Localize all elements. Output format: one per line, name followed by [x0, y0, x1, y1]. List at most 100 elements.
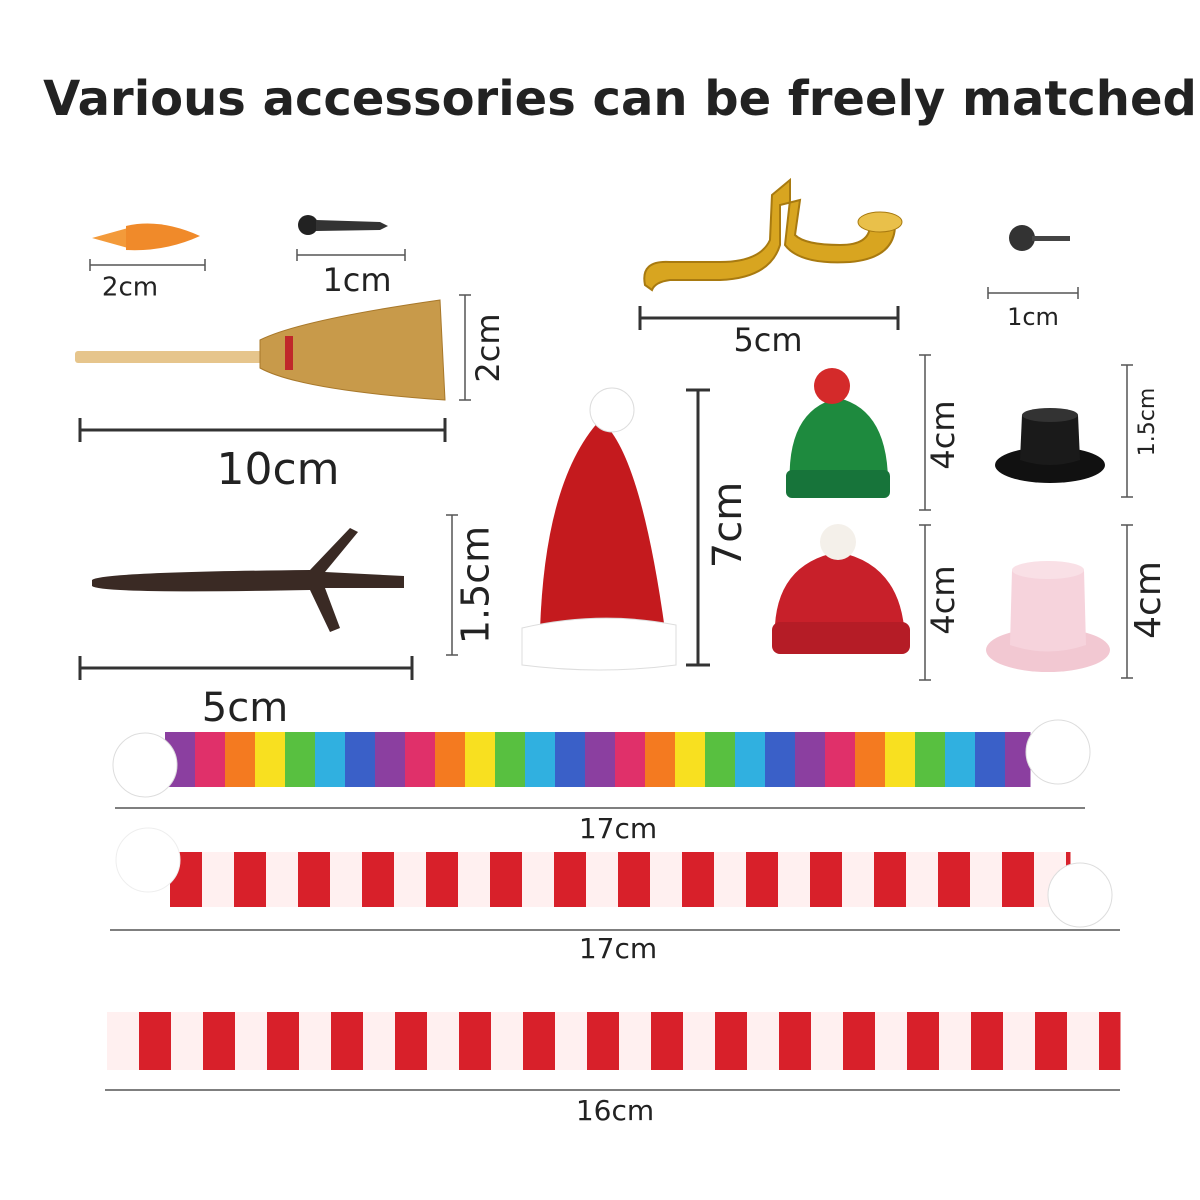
stripe	[426, 852, 459, 907]
stripe	[779, 1012, 812, 1070]
stripe	[939, 1012, 972, 1070]
stripe	[875, 1012, 908, 1070]
striped-scarf	[107, 1012, 1121, 1070]
stripe	[746, 852, 779, 907]
screw	[298, 215, 388, 235]
stripe	[810, 852, 843, 907]
dimension-line	[638, 306, 900, 330]
stripe	[825, 732, 856, 787]
dimension-label: 10cm	[216, 444, 339, 495]
dimension-line	[89, 259, 206, 271]
carrot-nose	[92, 223, 200, 251]
pompom	[112, 732, 178, 798]
stripe	[975, 732, 1006, 787]
stripe	[363, 1012, 396, 1070]
stripe	[202, 852, 235, 907]
stripe	[795, 732, 826, 787]
broom	[75, 299, 446, 401]
stripe	[107, 1012, 140, 1070]
saxophone	[643, 177, 903, 292]
stripe	[555, 732, 586, 787]
stripe	[842, 852, 875, 907]
pompom	[1047, 862, 1113, 928]
stripe	[435, 732, 466, 787]
stripe	[735, 732, 766, 787]
stripe	[682, 852, 715, 907]
stripe	[1067, 1012, 1100, 1070]
dimension-label: 4cm	[1128, 561, 1169, 639]
pompom	[1025, 719, 1091, 785]
stripe	[267, 1012, 300, 1070]
stripe	[705, 732, 736, 787]
stripe	[234, 852, 267, 907]
dimension-label: 17cm	[579, 932, 657, 965]
dimension-line	[686, 388, 710, 667]
black-top-hat	[995, 408, 1105, 483]
stripe	[970, 852, 1003, 907]
stripe	[554, 852, 587, 907]
stripe	[203, 1012, 236, 1070]
stripe	[683, 1012, 716, 1070]
stripe	[874, 852, 907, 907]
stripe	[495, 732, 526, 787]
stripe	[907, 1012, 940, 1070]
stripe	[225, 732, 256, 787]
stripe	[465, 732, 496, 787]
stripe	[645, 732, 676, 787]
striped-scarf	[170, 852, 1071, 907]
dimension-label: 16cm	[576, 1094, 654, 1127]
dimension-label: 5cm	[733, 321, 802, 359]
stripe	[811, 1012, 844, 1070]
stripe	[331, 1012, 364, 1070]
branch-arm	[92, 528, 404, 632]
stripe	[1099, 1012, 1121, 1070]
dimension-line	[987, 287, 1079, 299]
dimension-line	[78, 656, 414, 680]
dimension-label: 4cm	[924, 565, 962, 634]
stripe	[427, 1012, 460, 1070]
stripe	[915, 732, 946, 787]
stripe	[255, 732, 286, 787]
stripe	[651, 1012, 684, 1070]
dimension-label: 7cm	[705, 482, 751, 568]
stripe	[675, 732, 706, 787]
stripe	[906, 852, 939, 907]
stripe	[587, 1012, 620, 1070]
stripe	[586, 852, 619, 907]
stripe	[375, 732, 406, 787]
dimension-label: 5cm	[202, 685, 288, 731]
stripe	[139, 1012, 172, 1070]
dimension-label: 1cm	[1007, 303, 1059, 331]
dimension-line	[919, 524, 931, 681]
dimension-line	[296, 249, 406, 261]
stripe	[747, 1012, 780, 1070]
dimension-label: 4cm	[924, 400, 962, 469]
stripe	[938, 852, 971, 907]
red-knit-hat	[772, 524, 910, 654]
stripe	[362, 852, 395, 907]
stripe	[619, 1012, 652, 1070]
title: Various accessories can be freely matche…	[43, 71, 1197, 127]
stripe	[525, 732, 556, 787]
pink-top-hat	[986, 561, 1110, 672]
stripe	[855, 732, 886, 787]
pompom	[115, 827, 181, 893]
stripe	[315, 732, 346, 787]
stripe	[522, 852, 555, 907]
stripe	[618, 852, 651, 907]
stripe	[395, 1012, 428, 1070]
stripe	[523, 1012, 556, 1070]
stripe	[971, 1012, 1004, 1070]
dimension-line	[919, 354, 931, 511]
stripe	[285, 732, 316, 787]
dimension-label: 2cm	[469, 313, 507, 382]
stripe	[298, 852, 331, 907]
stripe	[715, 1012, 748, 1070]
dimension-label: 1cm	[322, 261, 391, 299]
stripe	[765, 732, 796, 787]
stripe	[299, 1012, 332, 1070]
stripe	[266, 852, 299, 907]
dimension-label: 17cm	[579, 812, 657, 845]
stripe	[345, 732, 376, 787]
rainbow-scarf	[165, 732, 1031, 787]
